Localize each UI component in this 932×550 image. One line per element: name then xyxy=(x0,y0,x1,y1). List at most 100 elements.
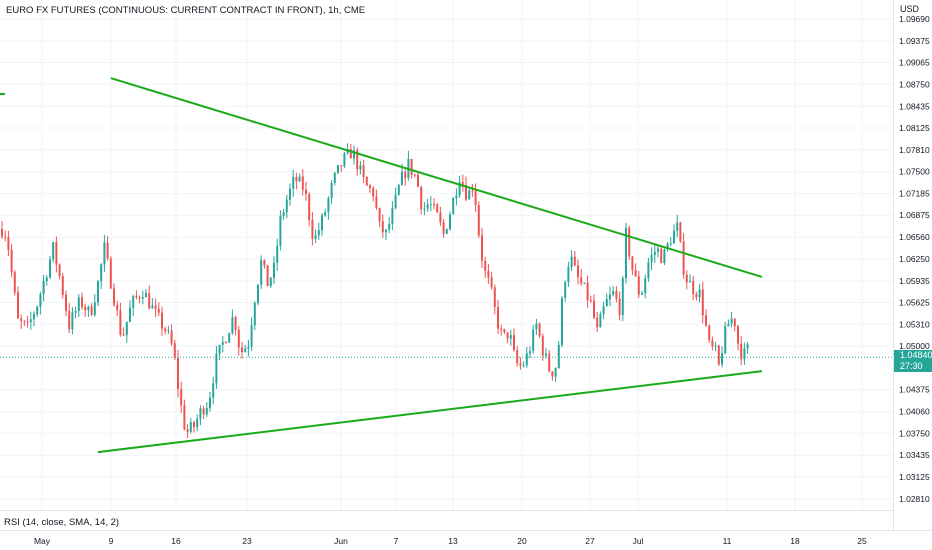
candle-body xyxy=(596,317,599,328)
candle-body xyxy=(692,280,695,295)
candle-body xyxy=(282,212,285,216)
candle-body xyxy=(122,334,125,336)
candle-body xyxy=(458,182,461,196)
candle-body xyxy=(439,212,442,223)
candle-body xyxy=(340,165,343,167)
candle-body xyxy=(580,277,583,284)
candle-body xyxy=(285,199,288,213)
candle-body xyxy=(682,241,685,275)
y-tick-label: 1.03125 xyxy=(899,472,930,482)
x-tick-label: Jul xyxy=(633,536,644,546)
candle-body xyxy=(301,176,304,190)
candle-body xyxy=(141,297,144,299)
candle-body xyxy=(436,204,439,213)
candle-body xyxy=(730,318,733,324)
candle-body xyxy=(55,242,58,265)
candle-body xyxy=(653,251,656,255)
candle-body xyxy=(413,174,416,176)
bar-countdown-tag: 27:30 xyxy=(894,361,932,372)
candle-body xyxy=(317,230,320,236)
y-tick-label: 1.08125 xyxy=(899,123,930,133)
candle-body xyxy=(257,284,259,304)
candle-body xyxy=(484,260,487,271)
candle-body xyxy=(17,292,19,319)
candle-body xyxy=(625,227,627,279)
candle-body xyxy=(676,222,679,231)
candle-body xyxy=(237,329,240,348)
candle-body xyxy=(215,353,218,384)
y-tick-label: 1.07500 xyxy=(899,167,930,177)
x-tick-label: May xyxy=(34,536,51,546)
candle-body xyxy=(321,215,323,231)
candle-body xyxy=(167,330,170,332)
candle-body xyxy=(657,248,659,252)
candle-body xyxy=(58,264,61,277)
candle-body xyxy=(199,408,202,419)
candle-body xyxy=(218,344,221,354)
candle-body xyxy=(698,289,701,298)
trendline[interactable] xyxy=(97,370,763,454)
candle-body xyxy=(621,278,624,316)
candle-body xyxy=(292,176,295,189)
candle-body xyxy=(679,222,682,242)
candle-body xyxy=(420,186,423,210)
candle-body xyxy=(445,229,448,234)
candle-body xyxy=(305,189,307,195)
candle-body xyxy=(289,188,291,200)
y-tick-label: 1.06250 xyxy=(899,254,930,264)
candle-body xyxy=(564,282,567,299)
candle-body xyxy=(202,408,205,415)
candle-body xyxy=(253,303,256,326)
candle-body xyxy=(599,314,602,328)
y-tick-label: 1.08435 xyxy=(899,101,930,111)
candle-body xyxy=(500,328,503,330)
candle-body xyxy=(330,182,333,199)
symbol-title[interactable]: EURO FX FUTURES (CONTINUOUS: CURRENT CON… xyxy=(6,5,366,16)
candle-body xyxy=(93,302,96,315)
y-tick-label: 1.09375 xyxy=(899,36,930,46)
candle-body xyxy=(577,265,579,278)
candle-body xyxy=(468,190,471,200)
candle-body xyxy=(455,195,458,199)
candle-body xyxy=(362,165,365,177)
candle-body xyxy=(359,165,362,170)
candle-body xyxy=(545,353,547,356)
candle-body xyxy=(433,204,435,206)
candle-body xyxy=(333,172,336,183)
candle-body xyxy=(129,307,131,322)
candle-body xyxy=(615,290,618,299)
y-tick-label: 1.04375 xyxy=(899,385,930,395)
candle-body xyxy=(711,340,714,347)
candle-body xyxy=(404,171,407,179)
candle-body xyxy=(29,319,32,323)
candle-body xyxy=(151,305,154,309)
candle-body xyxy=(634,270,637,277)
candle-body xyxy=(388,223,391,230)
candle-body xyxy=(743,348,746,360)
candlestick-series xyxy=(1,143,749,439)
candle-body xyxy=(397,184,400,195)
candle-body xyxy=(602,306,605,315)
candle-body xyxy=(327,198,330,213)
candle-body xyxy=(241,347,243,353)
candle-body xyxy=(353,150,355,159)
candle-body xyxy=(349,149,352,159)
x-tick-label: 16 xyxy=(171,536,181,546)
candle-body xyxy=(164,328,167,332)
candle-body xyxy=(71,312,74,330)
candle-body xyxy=(417,174,419,187)
candle-body xyxy=(97,281,99,303)
rsi-indicator-label[interactable]: RSI (14, close, SMA, 14, 2) xyxy=(4,517,120,528)
candle-body xyxy=(509,335,512,339)
candle-body xyxy=(231,317,234,334)
candle-body xyxy=(228,333,231,343)
candle-body xyxy=(65,294,67,311)
y-tick-label: 1.07810 xyxy=(899,145,930,155)
candle-body xyxy=(39,294,42,307)
trendline[interactable] xyxy=(110,77,763,278)
candle-body xyxy=(705,315,707,326)
candle-body xyxy=(525,353,528,366)
trendlines xyxy=(0,77,763,454)
candle-body xyxy=(119,310,122,335)
